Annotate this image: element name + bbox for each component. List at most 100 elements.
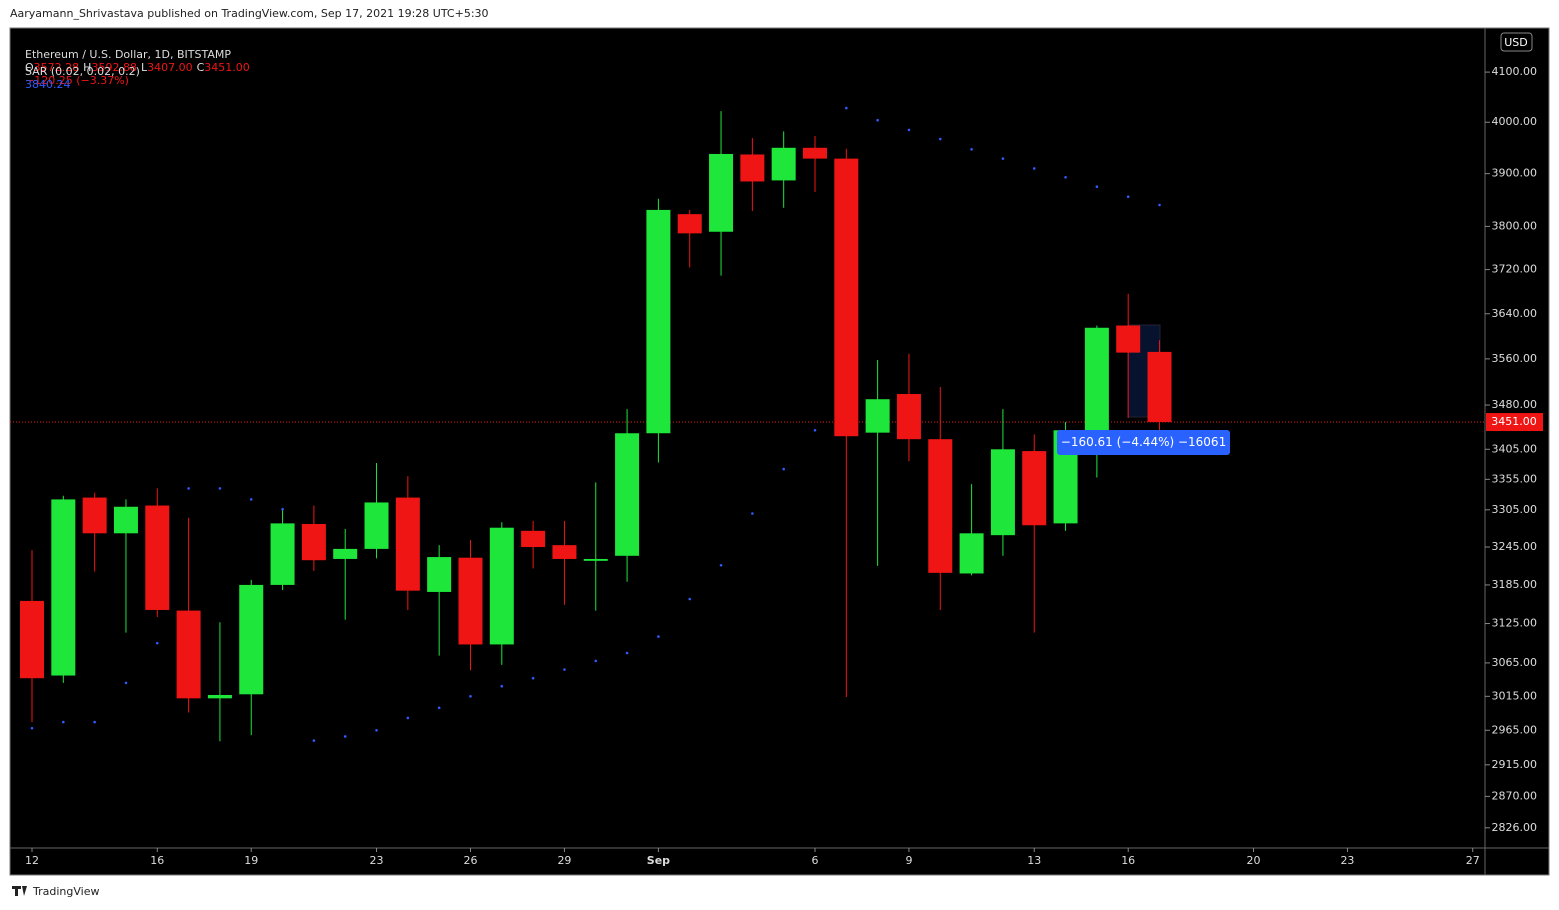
candle-body — [301, 524, 326, 561]
sar-dot — [594, 659, 598, 663]
candle-body — [1022, 451, 1047, 526]
sar-dot — [531, 676, 535, 680]
y-tick-label: 3900.00 — [1492, 167, 1538, 180]
y-tick-label: 2965.00 — [1492, 723, 1538, 736]
price-tag-label: 3451.00 — [1491, 415, 1537, 428]
brand: TradingView — [32, 885, 99, 898]
sar-dot — [249, 498, 253, 501]
currency[interactable]: USD — [1504, 36, 1528, 49]
candle-body — [834, 158, 859, 437]
indicator-value: 3840.24 — [25, 78, 71, 91]
ohlc-text: 3451.00 — [204, 61, 250, 74]
sar-dot — [1064, 176, 1067, 179]
candle-body — [1084, 327, 1109, 431]
sar-dot — [1126, 195, 1130, 198]
x-tick-label: 16 — [1121, 854, 1135, 867]
logo — [12, 886, 27, 896]
x-tick-label: 16 — [150, 854, 164, 867]
sar-dot — [62, 720, 65, 724]
candle-body — [646, 209, 671, 434]
candle-body — [771, 147, 796, 181]
candle-body — [583, 558, 608, 561]
sar-dot — [1095, 185, 1099, 189]
sar-dot — [1001, 157, 1005, 160]
ohlc-key: L — [140, 61, 148, 74]
measure-label: −160.61 (−4.44%) −16061 — [1057, 430, 1230, 455]
sar-dot — [406, 716, 410, 720]
y-tick-label: 3185.00 — [1492, 578, 1538, 591]
y-tick-label: 3065.00 — [1492, 656, 1538, 669]
y-tick-label: 4000.00 — [1492, 115, 1538, 128]
candle-body — [740, 154, 765, 182]
sar-dot — [1158, 203, 1161, 207]
candle-body — [615, 433, 640, 556]
y-tick-label: 3560.00 — [1492, 352, 1538, 365]
y-tick-label: 4100.00 — [1492, 65, 1538, 78]
x-tick-label: 13 — [1027, 854, 1041, 867]
y-tick-label: 3800.00 — [1492, 219, 1538, 232]
x-tick-label: 23 — [370, 854, 384, 867]
sar-dot — [845, 106, 848, 110]
sar-dot — [30, 726, 34, 730]
y-tick-label: 2870.00 — [1492, 789, 1538, 802]
sar-dot — [719, 563, 723, 567]
y-tick-label: 3125.00 — [1492, 617, 1538, 630]
x-tick-label: 12 — [25, 854, 39, 867]
candle-body — [364, 502, 389, 549]
x-tick-label: 20 — [1246, 854, 1260, 867]
candle-body — [896, 393, 921, 440]
candle-body — [1147, 351, 1172, 423]
candle-body — [803, 147, 827, 159]
candle-body — [677, 214, 702, 234]
sar-dot — [782, 467, 785, 471]
sar-dot — [437, 706, 441, 710]
sar-dot — [218, 487, 222, 490]
indicator-line: SAR (0.02, 0.02, 0.2) 3840.24 — [18, 52, 140, 91]
candle-body — [51, 499, 76, 676]
ohlc-text: 3572.28 — [33, 61, 80, 74]
candle-body — [1116, 325, 1141, 353]
publisher: Aaryamann_Shrivastava published on Tradi… — [10, 7, 489, 20]
y-tick-label: 3305.00 — [1492, 503, 1538, 516]
candle-body — [333, 548, 358, 559]
candle-body — [865, 399, 890, 433]
y-tick-label: 3480.00 — [1492, 398, 1538, 411]
sar-dot — [657, 635, 660, 638]
candle-body — [82, 497, 107, 534]
sar-dot — [187, 487, 190, 490]
sar-dot — [281, 507, 284, 511]
sar-dot — [907, 128, 911, 132]
candle-body — [959, 533, 984, 574]
sar-dot — [93, 720, 96, 724]
candle-body — [270, 523, 295, 585]
candle-body — [521, 530, 546, 548]
sar-dot — [124, 681, 128, 685]
sar-dot — [155, 641, 159, 645]
candle-body — [458, 557, 483, 645]
sar-dot — [563, 668, 566, 671]
ohlc-text: 3407.00 — [147, 61, 193, 74]
candle-body — [176, 610, 201, 699]
price-tag — [1486, 413, 1543, 432]
x-tick-label: 23 — [1340, 854, 1354, 867]
candle-body — [145, 505, 170, 610]
ohlc-key: C — [196, 61, 205, 74]
y-tick-label: 3405.00 — [1492, 442, 1538, 455]
sar-dot — [813, 428, 817, 432]
legend-line: Ethereum / U.S. Dollar, 1D, BITSTAMP O35… — [18, 35, 254, 87]
candle-body — [928, 439, 953, 573]
sar-dot — [625, 651, 629, 655]
candle-body — [427, 557, 452, 592]
x-tick-label: 9 — [905, 854, 912, 867]
sar-dot — [1032, 167, 1036, 170]
sar-dot — [938, 137, 942, 141]
x-tick-label: 27 — [1466, 854, 1480, 867]
currency-button[interactable] — [1500, 32, 1533, 52]
sar-dot — [343, 735, 347, 738]
sar-dot — [688, 597, 692, 601]
x-tick-label: 6 — [812, 854, 819, 867]
y-tick-label: 2915.00 — [1492, 758, 1538, 771]
sar-dot — [312, 739, 316, 742]
